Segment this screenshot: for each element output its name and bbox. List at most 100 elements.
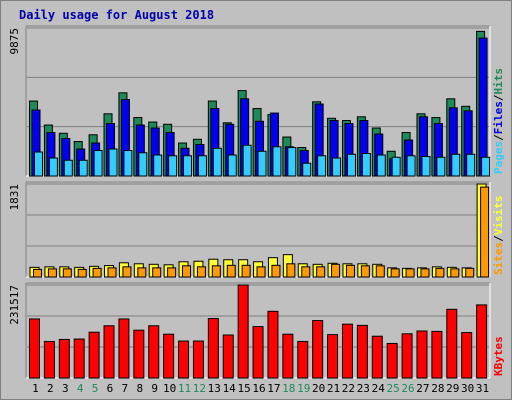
bar-pages bbox=[302, 162, 312, 177]
x-tick-label: 9 bbox=[151, 382, 158, 395]
chart-title: Daily usage for August 2018 bbox=[19, 8, 214, 22]
bar-pages bbox=[63, 159, 73, 177]
legend-entry: / bbox=[492, 235, 505, 242]
bar-kbytes bbox=[148, 325, 160, 379]
x-tick-label: 5 bbox=[92, 382, 99, 395]
bar-pages bbox=[153, 154, 163, 177]
bar-kbytes bbox=[58, 338, 70, 379]
x-tick-label: 20 bbox=[312, 382, 325, 395]
bar-kbytes bbox=[237, 284, 249, 379]
y-max-label: 1831 bbox=[8, 184, 21, 211]
legend-label: Sites/Visits bbox=[492, 196, 505, 276]
x-tick-label: 8 bbox=[136, 382, 143, 395]
y-max-label: 231517 bbox=[8, 285, 21, 325]
bar-sites bbox=[92, 267, 102, 278]
bar-kbytes bbox=[341, 323, 353, 379]
x-tick-label: 16 bbox=[252, 382, 265, 395]
bar-sites bbox=[167, 267, 177, 278]
bar-kbytes bbox=[431, 330, 443, 379]
bar-kbytes bbox=[267, 310, 279, 379]
bar-sites bbox=[435, 267, 445, 278]
bar-kbytes bbox=[401, 333, 413, 379]
x-tick-label: 4 bbox=[77, 382, 84, 395]
x-tick-label: 1 bbox=[32, 382, 39, 395]
bar-pages bbox=[346, 153, 356, 177]
bar-kbytes bbox=[356, 324, 368, 379]
bar-pages bbox=[168, 155, 178, 177]
bar-pages bbox=[108, 148, 118, 177]
legend-entry: Visits bbox=[492, 196, 505, 236]
bar-kbytes bbox=[118, 318, 130, 379]
bar-sites bbox=[62, 268, 72, 278]
bar-sites bbox=[375, 265, 385, 278]
bar-files bbox=[478, 37, 488, 177]
bar-kbytes bbox=[43, 340, 55, 379]
x-tick-label: 13 bbox=[208, 382, 221, 395]
bar-kbytes bbox=[29, 318, 40, 379]
x-tick-label: 26 bbox=[401, 382, 414, 395]
bar-sites bbox=[331, 263, 341, 278]
bar-pages bbox=[257, 150, 267, 177]
bar-sites bbox=[301, 266, 311, 278]
bar-kbytes bbox=[476, 304, 488, 379]
bar-pages bbox=[197, 155, 207, 177]
bar-pages bbox=[406, 155, 416, 177]
bar-kbytes bbox=[371, 335, 383, 379]
bar-sites bbox=[405, 268, 415, 278]
bar-kbytes bbox=[88, 331, 100, 379]
bar-sites bbox=[47, 268, 57, 278]
bar-kbytes bbox=[163, 333, 175, 379]
bar-kbytes bbox=[103, 325, 115, 379]
bar-pages bbox=[183, 155, 193, 177]
bar-sites bbox=[152, 267, 162, 278]
bar-sites bbox=[420, 268, 430, 278]
bar-kbytes bbox=[192, 340, 204, 379]
bar-sites bbox=[241, 264, 251, 278]
legend-entry: / bbox=[492, 94, 505, 101]
bar-pages bbox=[466, 153, 476, 177]
bar-kbytes bbox=[297, 340, 309, 379]
x-tick-label: 3 bbox=[62, 382, 69, 395]
bar-pages bbox=[376, 154, 386, 177]
x-tick-label: 15 bbox=[237, 382, 250, 395]
bar-sites bbox=[465, 267, 475, 278]
bar-pages bbox=[361, 153, 371, 177]
x-tick-label: 30 bbox=[461, 382, 474, 395]
x-tick-label: 17 bbox=[267, 382, 280, 395]
bar-sites bbox=[122, 266, 132, 278]
bar-sites bbox=[345, 264, 355, 278]
bar-kbytes bbox=[222, 334, 234, 379]
x-tick-label: 27 bbox=[416, 382, 429, 395]
bar-kbytes bbox=[282, 333, 294, 379]
bar-sites bbox=[182, 265, 192, 278]
bar-kbytes bbox=[207, 318, 219, 379]
y-max-label: 9875 bbox=[8, 28, 21, 55]
x-tick-label: 6 bbox=[107, 382, 114, 395]
x-tick-label: 24 bbox=[372, 382, 386, 395]
legend-entry: Hits bbox=[492, 68, 505, 95]
legend-entry: Files bbox=[492, 101, 505, 134]
bar-sites bbox=[211, 265, 221, 278]
bar-kbytes bbox=[386, 342, 398, 379]
bar-kbytes bbox=[461, 332, 473, 379]
bar-kbytes bbox=[416, 330, 428, 379]
x-tick-label: 11 bbox=[178, 382, 191, 395]
bar-sites bbox=[107, 267, 117, 278]
bar-sites bbox=[226, 264, 236, 278]
legend-entry: KBytes bbox=[492, 336, 505, 376]
legend-entry: Sites bbox=[492, 242, 505, 275]
bar-kbytes bbox=[73, 338, 85, 379]
bar-sites bbox=[271, 264, 281, 278]
bar-pages bbox=[317, 155, 327, 177]
bar-pages bbox=[138, 152, 148, 177]
bar-pages bbox=[48, 157, 58, 177]
x-tick-label: 10 bbox=[163, 382, 176, 395]
bar-kbytes bbox=[133, 329, 145, 379]
bar-sites bbox=[77, 268, 87, 278]
bar-pages bbox=[481, 156, 491, 177]
bar-pages bbox=[242, 144, 252, 177]
bar-sites bbox=[480, 186, 490, 278]
bar-pages bbox=[34, 151, 43, 177]
bar-sites bbox=[286, 263, 296, 278]
